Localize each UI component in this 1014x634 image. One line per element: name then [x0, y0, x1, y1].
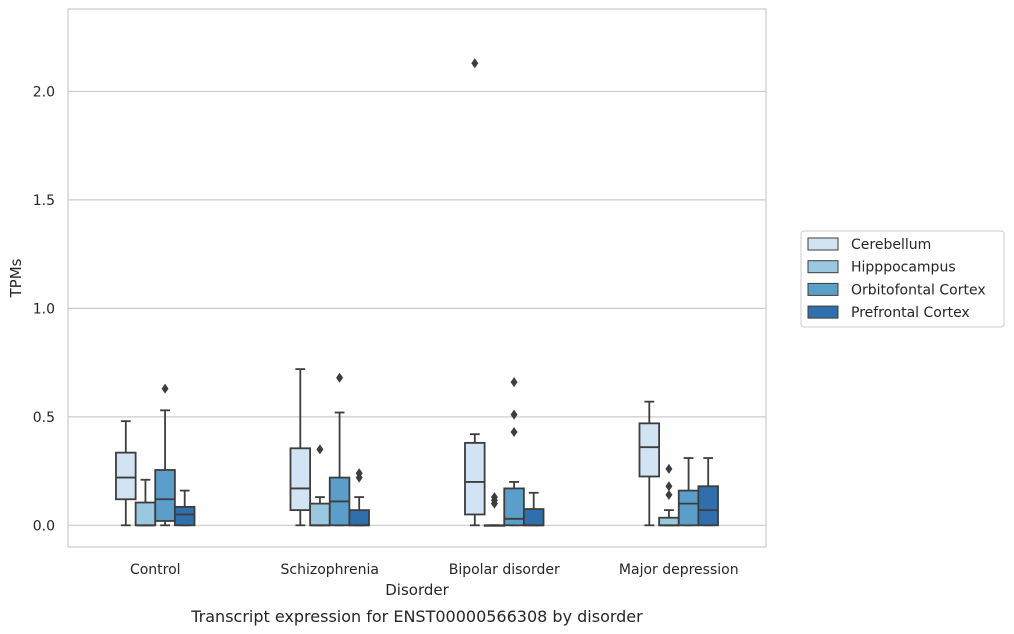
y-tick-label: 1.0: [33, 301, 55, 317]
box-body: [697, 485, 719, 527]
legend-swatch: [807, 282, 839, 296]
box-prefrontal-cortex: [173, 489, 196, 527]
plot-area-frame: [67, 8, 767, 548]
x-tick-labels: Control Schizophrenia Bipolar disorder Majo…: [130, 562, 739, 578]
box-body: [464, 441, 486, 516]
outlier-point: [355, 468, 363, 479]
y-axis-label: TPMs: [7, 258, 25, 298]
box-cerebellum: [115, 420, 137, 527]
box-orbitofontal-cortex: [154, 383, 176, 527]
box-prefrontal-cortex: [697, 457, 719, 527]
outlier-point: [665, 481, 673, 492]
box-prefrontal-cortex: [348, 468, 370, 527]
outlier-point: [336, 372, 344, 383]
x-tick-label: Bipolar disorder: [449, 562, 560, 578]
box-hipppocampus: [134, 478, 157, 527]
outlier-point: [510, 377, 518, 388]
box-body: [677, 489, 700, 527]
box-layer: [115, 58, 719, 527]
legend: Cerebellum Hipppocampus Orbitofontal Corte…: [800, 230, 1005, 328]
box-cerebellum: [638, 400, 661, 527]
box-body: [289, 447, 312, 512]
box-prefrontal-cortex: [522, 491, 545, 527]
legend-frame: [800, 230, 1005, 328]
outlier-point: [316, 444, 324, 455]
legend-swatch: [807, 260, 839, 274]
box-hipppocampus: [309, 444, 331, 527]
outlier-point: [510, 427, 518, 438]
box-orbitofontal-cortex: [328, 372, 351, 527]
legend-label: Orbitofontal Cortex: [851, 282, 986, 298]
box-body: [658, 516, 680, 527]
box-hipppocampus: [483, 492, 506, 527]
legend-label: Prefrontal Cortex: [851, 305, 970, 321]
y-tick-label: 0.5: [33, 410, 55, 426]
box-body: [173, 505, 196, 527]
outlier-point: [510, 409, 518, 420]
legend-label: Hipppocampus: [851, 260, 956, 276]
box-hipppocampus: [658, 463, 680, 527]
outlier-point: [665, 489, 673, 500]
box-body: [348, 509, 370, 527]
y-tick-label: 1.5: [33, 193, 55, 209]
y-tick-labels: 0.0 0.5 1.0 1.5 2.0: [33, 84, 55, 534]
y-tick-label: 0.0: [33, 518, 55, 534]
outlier-point: [490, 492, 498, 503]
box-orbitofontal-cortex: [677, 457, 700, 527]
legend-swatch: [807, 237, 839, 251]
outlier-point: [161, 383, 169, 394]
box-body: [154, 469, 176, 522]
box-cerebellum: [289, 368, 312, 527]
y-tick-label: 2.0: [33, 84, 55, 100]
chart-caption: Transcript expression for ENST0000056630…: [190, 607, 643, 626]
box-orbitofontal-cortex: [503, 377, 525, 527]
box-body: [134, 501, 157, 527]
box-body: [115, 451, 137, 501]
x-tick-label: Major depression: [619, 562, 739, 578]
box-body: [503, 487, 525, 527]
grid-layer: [68, 90, 766, 526]
box-body: [522, 508, 545, 527]
x-tick-label: Schizophrenia: [281, 562, 379, 578]
box-cerebellum: [464, 58, 486, 527]
box-body: [309, 502, 331, 527]
legend-swatch: [807, 305, 839, 319]
outlier-point: [665, 463, 673, 474]
legend-label: Cerebellum: [851, 237, 931, 253]
outlier-point: [471, 58, 479, 69]
x-tick-label: Control: [130, 562, 181, 578]
x-axis-label: Disorder: [385, 581, 449, 599]
box-body: [638, 422, 661, 478]
